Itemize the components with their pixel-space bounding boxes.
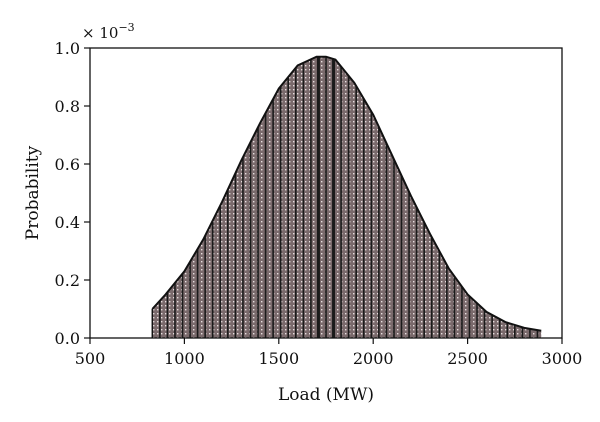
x-tick-label: 3000 — [542, 349, 583, 368]
plot-layer — [151, 55, 542, 338]
probability-area — [152, 56, 542, 338]
y-tick-label: 1.0 — [55, 39, 80, 58]
x-axis-label: Load (MW) — [278, 385, 374, 405]
probability-curve — [151, 55, 542, 332]
y-axis: 0.0 0.2 0.4 0.6 0.8 1.0 — [55, 39, 90, 348]
y-scale-exponent: −3 — [118, 21, 134, 34]
y-tick-label: 0.8 — [55, 97, 80, 116]
y-scale-multiplier: × 10−3 — [82, 21, 135, 42]
y-tick-label: 0.6 — [55, 155, 80, 174]
x-tick-label: 1000 — [164, 349, 205, 368]
x-tick-label: 2500 — [447, 349, 488, 368]
y-scale-base: × 10 — [82, 24, 118, 42]
bar-boundaries — [159, 56, 539, 338]
plot-frame — [89, 47, 563, 339]
x-axis: 500 1000 1500 2000 2500 3000 — [75, 338, 583, 368]
y-tick-label: 0.4 — [55, 213, 80, 232]
y-tick-label: 0.2 — [55, 271, 80, 290]
x-tick-label: 500 — [75, 349, 106, 368]
x-tick-label: 2000 — [353, 349, 394, 368]
y-axis-label: Probability — [23, 145, 43, 240]
y-tick-label: 0.0 — [55, 329, 80, 348]
x-tick-label: 1500 — [258, 349, 299, 368]
